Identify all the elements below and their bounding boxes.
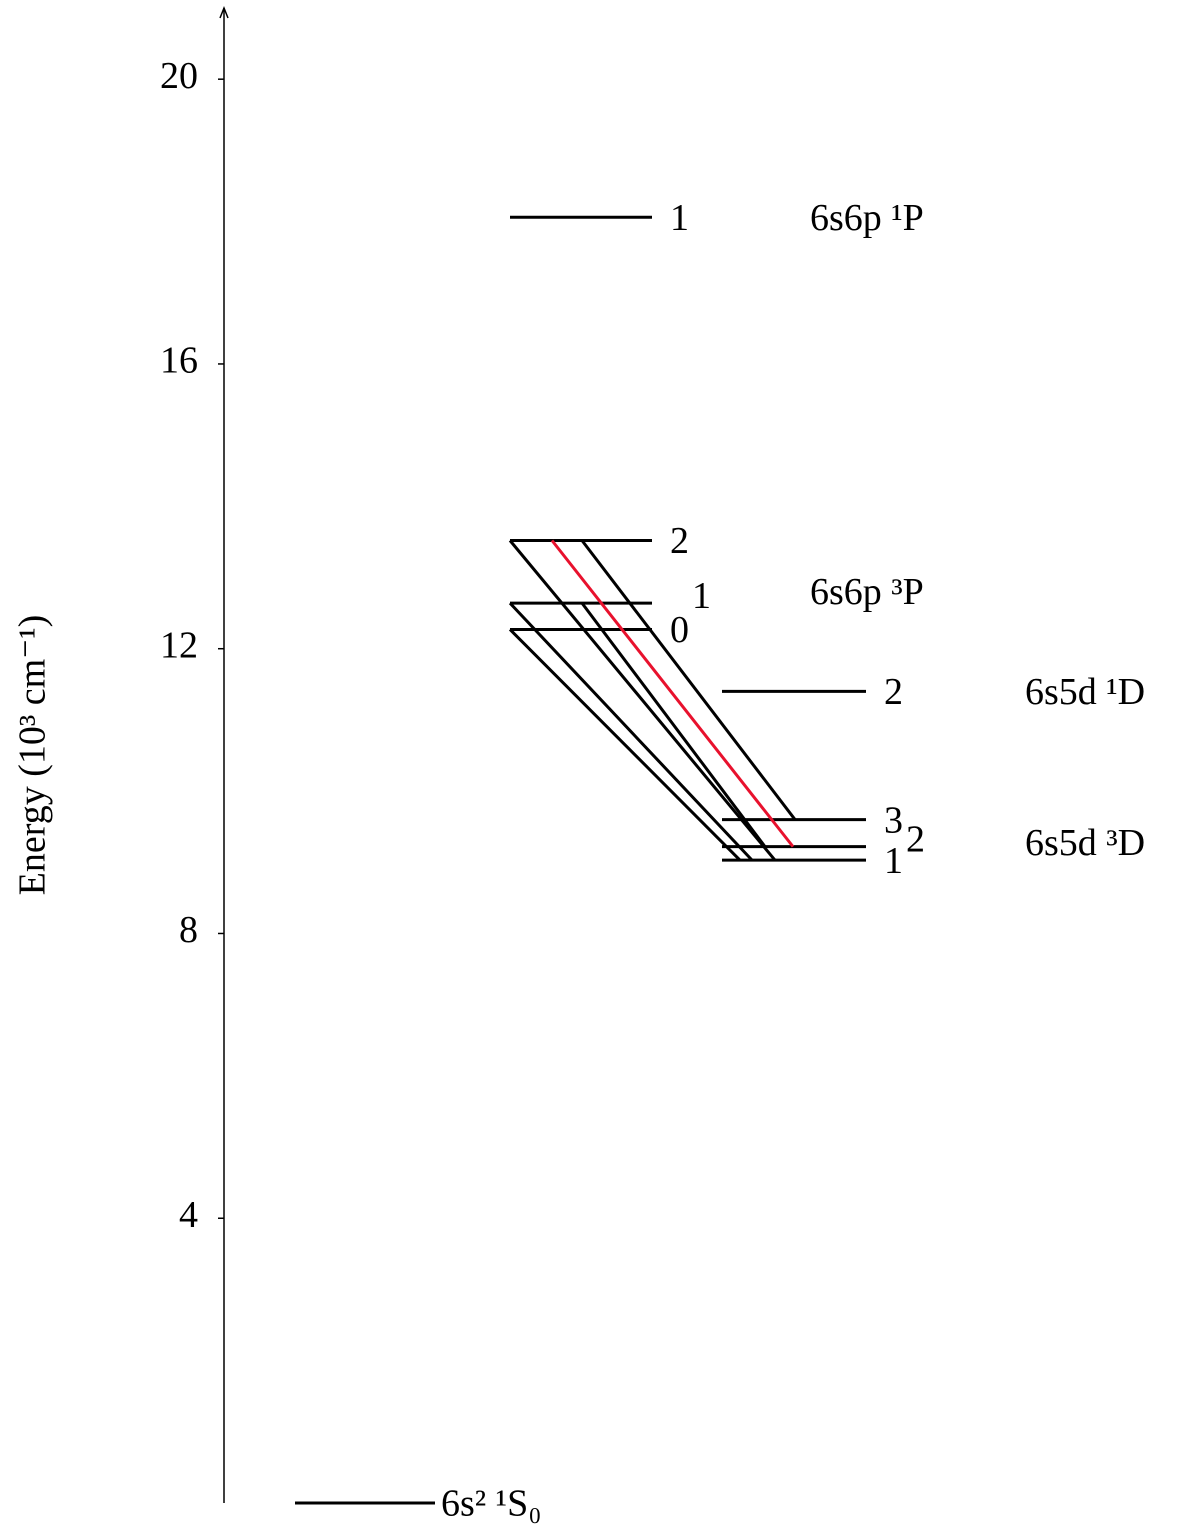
j-label: 1 [884,840,903,882]
transition [508,628,742,862]
y-tick-label: 8 [179,909,198,951]
y-tick-label: 4 [179,1194,198,1236]
term-label: 6s6p ¹P [810,197,924,239]
j-label: 2 [884,671,903,713]
j-label: 2 [670,520,689,562]
axis-arrow [219,5,229,19]
y-tick-label: 12 [160,624,198,666]
transition [580,539,797,821]
term-label: 6s5d ³D [1025,822,1145,864]
y-axis-title: Energy (10³ cm⁻¹) [12,615,54,896]
j-label: 2 [906,818,925,860]
transition [580,602,767,848]
j-label: 1 [670,197,689,239]
term-label: 6s5d ¹D [1025,671,1145,713]
j-label: 0 [670,609,689,651]
j-label: 3 [884,799,903,841]
transition [550,539,795,848]
transition [508,602,754,862]
transition [508,539,777,862]
y-tick-label: 16 [160,340,198,382]
term-label: 6s² ¹S₀ [441,1483,541,1525]
y-tick-label: 20 [160,55,198,97]
j-label: 1 [692,575,711,617]
term-label: 6s6p ³P [810,571,924,613]
